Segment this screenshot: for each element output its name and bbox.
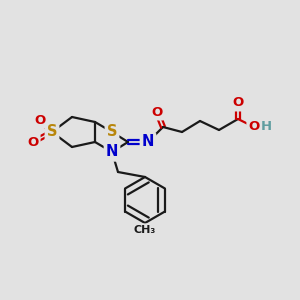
Text: O: O bbox=[248, 121, 260, 134]
Text: S: S bbox=[47, 124, 57, 140]
Text: S: S bbox=[107, 124, 117, 140]
Text: H: H bbox=[260, 121, 272, 134]
Text: N: N bbox=[142, 134, 154, 149]
Text: CH₃: CH₃ bbox=[134, 225, 156, 235]
Text: O: O bbox=[34, 113, 46, 127]
Text: O: O bbox=[27, 136, 39, 148]
Text: N: N bbox=[106, 145, 118, 160]
Text: O: O bbox=[232, 97, 244, 110]
Text: O: O bbox=[152, 106, 163, 118]
